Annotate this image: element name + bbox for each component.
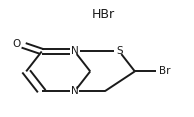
Text: N: N [71,46,79,57]
Text: S: S [116,46,123,57]
Text: HBr: HBr [92,7,115,21]
Text: Br: Br [159,66,171,76]
Text: O: O [13,39,21,49]
Text: N: N [71,86,79,96]
